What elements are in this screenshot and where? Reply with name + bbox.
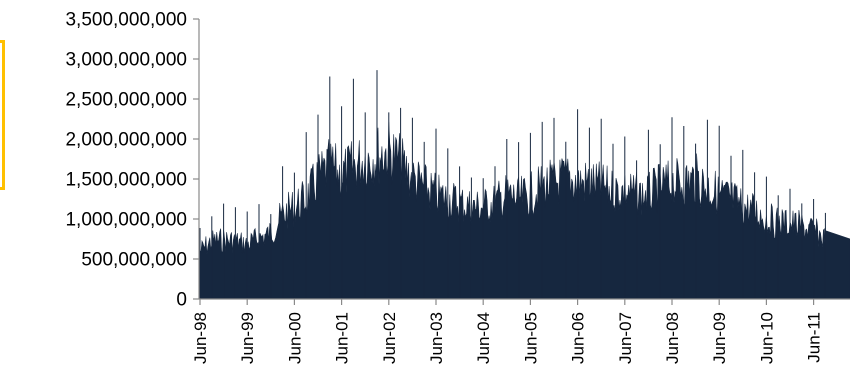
y-tick-label: 3,500,000,000 xyxy=(65,10,187,31)
x-tick-label: Jun-11 xyxy=(805,312,824,363)
x-tick-label: Jun-02 xyxy=(380,312,399,364)
y-tick-label: 2,000,000,000 xyxy=(65,130,187,151)
x-tick-label: Jun-03 xyxy=(427,312,446,364)
highlight-bracket xyxy=(0,40,5,190)
chart-axes: 0 500,000,000 1,000,000,000 1,500,000,000 2,… xyxy=(65,10,850,364)
x-tick-label: Jun-00 xyxy=(285,312,304,364)
x-tick-label: Jun-06 xyxy=(569,312,588,364)
x-tick-label: Jun-04 xyxy=(474,312,493,364)
x-tick-label: Jun-05 xyxy=(521,312,540,364)
x-tick-label: Jun-08 xyxy=(663,312,682,364)
x-tick-label: Jun-01 xyxy=(333,312,352,364)
x-tick-label: Jun-99 xyxy=(238,312,257,364)
y-tick-label: 500,000,000 xyxy=(81,250,187,271)
x-tick-label: Jun-09 xyxy=(710,312,729,364)
x-tick-label: Jun-10 xyxy=(757,312,776,364)
x-tick-label: Jun-98 xyxy=(191,312,210,364)
plot-area xyxy=(198,70,850,300)
y-tick-label: 0 xyxy=(176,290,187,311)
x-tick-label: Jun-07 xyxy=(616,312,635,364)
y-tick-label: 3,000,000,000 xyxy=(65,50,187,71)
y-tick-label: 1,000,000,000 xyxy=(65,210,187,231)
y-tick-label: 2,500,000,000 xyxy=(65,90,187,111)
y-tick-label: 1,500,000,000 xyxy=(65,170,187,191)
series-area xyxy=(198,121,850,300)
